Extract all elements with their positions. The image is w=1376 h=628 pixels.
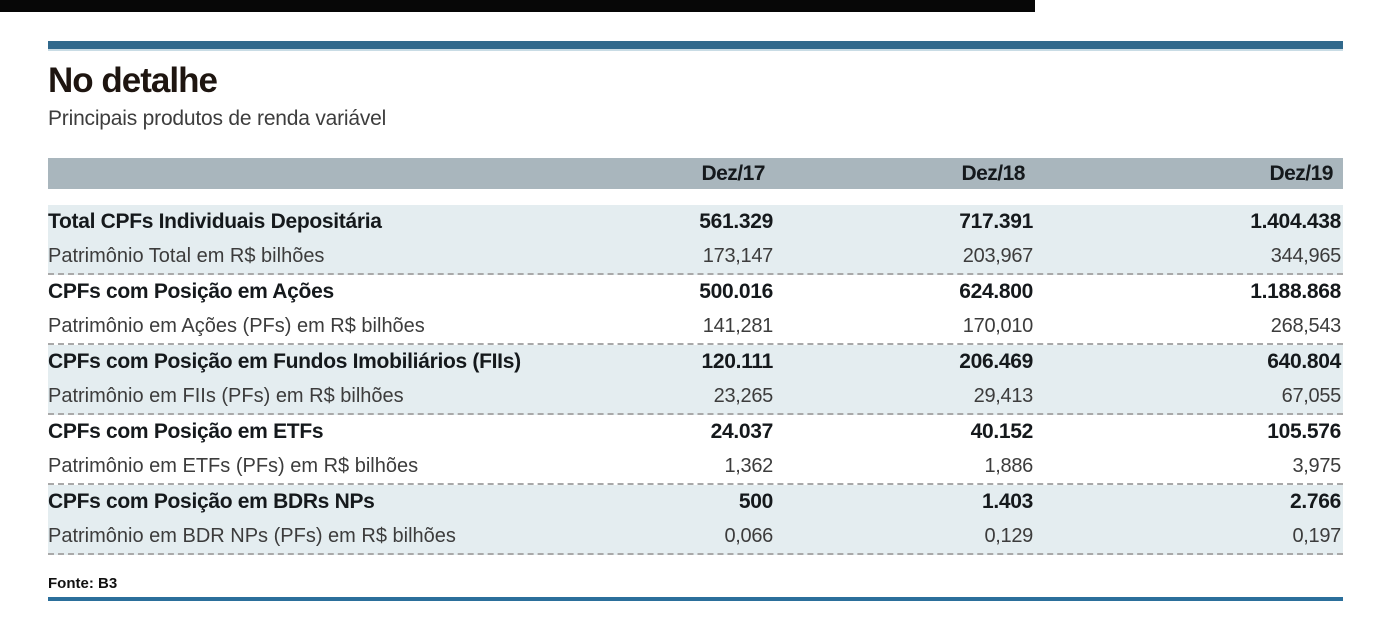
cell-dez19: 1.188.868 — [1250, 280, 1341, 303]
row-label: CPFs com Posição em BDRs NPs — [48, 490, 375, 513]
table-row: CPFs com Posição em BDRs NPs 500 1.403 2… — [48, 485, 1343, 519]
row-pair: CPFs com Posição em Ações 500.016 624.80… — [48, 275, 1343, 345]
table-row: CPFs com Posição em Ações 500.016 624.80… — [48, 275, 1343, 309]
cell-dez17: 500.016 — [699, 280, 773, 303]
table-row: Patrimônio Total em R$ bilhões 173,147 2… — [48, 239, 1343, 273]
cell-dez18: 0,129 — [984, 524, 1033, 547]
table-row: CPFs com Posição em Fundos Imobiliários … — [48, 345, 1343, 379]
cell-dez19: 0,197 — [1292, 524, 1341, 547]
top-black-bar — [0, 0, 1035, 12]
cell-dez17: 120.111 — [701, 350, 774, 373]
cell-dez17: 1,362 — [724, 454, 773, 477]
row-pair: CPFs com Posição em ETFs 24.037 40.152 1… — [48, 415, 1343, 485]
cell-dez18: 206.469 — [959, 350, 1033, 373]
table-row: Patrimônio em ETFs (PFs) em R$ bilhões 1… — [48, 449, 1343, 483]
row-label: CPFs com Posição em Fundos Imobiliários … — [48, 350, 521, 373]
cell-dez17: 141,281 — [702, 314, 774, 337]
cell-dez17: 500 — [738, 490, 773, 513]
column-header-dez19: Dez/19 — [1269, 161, 1333, 185]
table-row: Patrimônio em Ações (PFs) em R$ bilhões … — [48, 309, 1343, 343]
page-subtitle: Principais produtos de renda variável — [48, 107, 387, 130]
cell-dez18: 170,010 — [962, 314, 1034, 337]
row-label: CPFs com Posição em ETFs — [48, 420, 324, 443]
row-label: Patrimônio em FIIs (PFs) em R$ bilhões — [48, 384, 404, 407]
table-header-row: Dez/17 Dez/18 Dez/19 — [48, 158, 1343, 189]
table-row: Patrimônio em FIIs (PFs) em R$ bilhões 2… — [48, 379, 1343, 413]
row-label: Patrimônio em ETFs (PFs) em R$ bilhões — [48, 454, 419, 477]
cell-dez18: 717.391 — [959, 210, 1033, 233]
page-title: No detalhe — [48, 61, 218, 100]
cell-dez19: 3,975 — [1292, 454, 1341, 477]
row-label: Patrimônio em Ações (PFs) em R$ bilhões — [48, 314, 425, 337]
cell-dez17: 173,147 — [702, 244, 774, 267]
cell-dez19: 344,965 — [1270, 244, 1342, 267]
table-body: Total CPFs Individuais Depositária 561.3… — [48, 205, 1343, 555]
cell-dez19: 1.404.438 — [1250, 210, 1341, 233]
table-row: Total CPFs Individuais Depositária 561.3… — [48, 205, 1343, 239]
source-note: Fonte: B3 — [48, 575, 118, 592]
cell-dez19: 2.766 — [1289, 490, 1341, 513]
cell-dez17: 24.037 — [710, 420, 774, 443]
row-pair: CPFs com Posição em Fundos Imobiliários … — [48, 345, 1343, 415]
cell-dez19: 105.576 — [1267, 420, 1341, 443]
cell-dez19: 640.804 — [1267, 350, 1341, 373]
row-label: Patrimônio Total em R$ bilhões — [48, 244, 325, 267]
cell-dez18: 40.152 — [970, 420, 1034, 443]
cell-dez17: 561.329 — [699, 210, 773, 233]
cell-dez18: 624.800 — [959, 280, 1033, 303]
column-header-dez18: Dez/18 — [961, 161, 1025, 185]
cell-dez18: 29,413 — [973, 384, 1034, 407]
cell-dez17: 0,066 — [724, 524, 773, 547]
row-label: Total CPFs Individuais Depositária — [48, 210, 382, 233]
row-label: CPFs com Posição em Ações — [48, 280, 334, 303]
cell-dez19: 67,055 — [1281, 384, 1342, 407]
column-header-dez17: Dez/17 — [701, 161, 765, 185]
accent-bottom-line — [48, 597, 1343, 601]
cell-dez18: 203,967 — [962, 244, 1034, 267]
cell-dez18: 1,886 — [984, 454, 1033, 477]
table-row: CPFs com Posição em ETFs 24.037 40.152 1… — [48, 415, 1343, 449]
cell-dez17: 23,265 — [713, 384, 774, 407]
table-row: Patrimônio em BDR NPs (PFs) em R$ bilhõe… — [48, 519, 1343, 553]
row-pair: CPFs com Posição em BDRs NPs 500 1.403 2… — [48, 485, 1343, 555]
infographic: No detalhe Principais produtos de renda … — [48, 41, 1343, 601]
cell-dez18: 1.403 — [981, 490, 1033, 513]
accent-top-bar — [48, 41, 1343, 51]
cell-dez19: 268,543 — [1270, 314, 1342, 337]
row-pair: Total CPFs Individuais Depositária 561.3… — [48, 205, 1343, 275]
row-label: Patrimônio em BDR NPs (PFs) em R$ bilhõe… — [48, 524, 456, 547]
